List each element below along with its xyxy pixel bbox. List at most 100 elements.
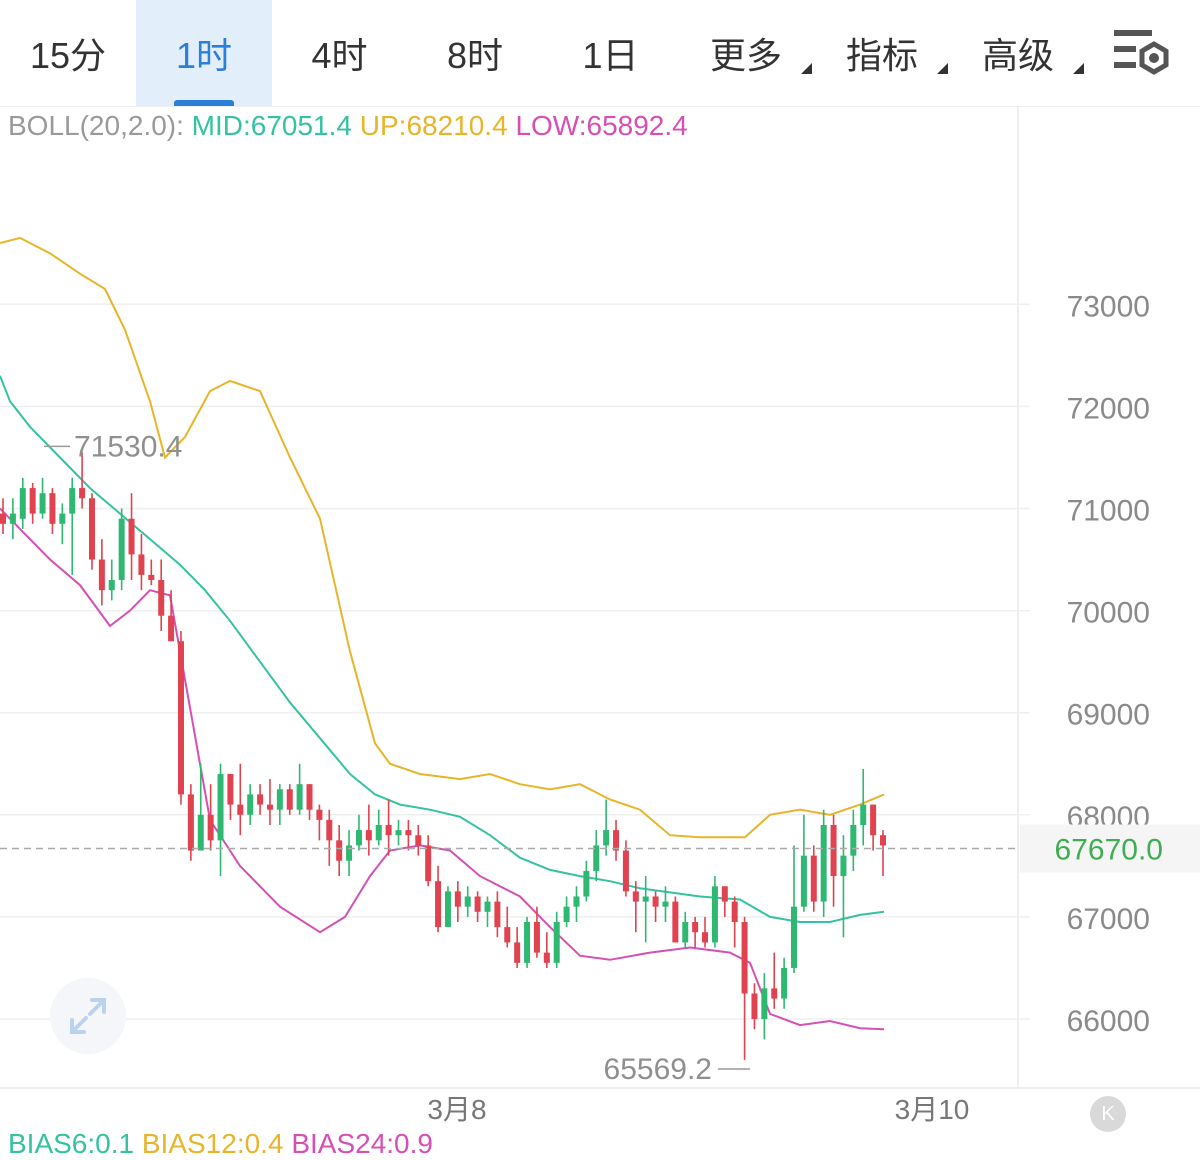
y-tick-label: 66000 bbox=[1067, 1005, 1150, 1038]
dropdown-triangle-icon bbox=[1073, 63, 1084, 74]
candle-body bbox=[672, 901, 679, 943]
tab-label: 更多 bbox=[709, 35, 782, 76]
tab-6[interactable]: 指标 bbox=[814, 0, 950, 106]
candle-body bbox=[622, 850, 629, 892]
last-price-tag bbox=[1020, 824, 1200, 873]
candle-body bbox=[771, 988, 778, 999]
candle-body bbox=[266, 804, 273, 810]
dropdown-triangle-icon bbox=[801, 63, 812, 74]
candle-body bbox=[583, 870, 590, 897]
candle-body bbox=[731, 901, 738, 923]
tab-label: 8时 bbox=[446, 35, 504, 76]
candle-body bbox=[800, 855, 807, 907]
active-tab-indicator bbox=[174, 100, 234, 106]
candle-body bbox=[49, 493, 56, 524]
candle-body bbox=[553, 922, 560, 963]
candle-body bbox=[850, 825, 857, 856]
candle-body bbox=[326, 819, 333, 841]
candle-body bbox=[711, 886, 718, 943]
candle-body bbox=[355, 830, 362, 846]
candle-body bbox=[158, 579, 165, 616]
candle-body bbox=[702, 932, 709, 943]
candle-body bbox=[9, 513, 16, 524]
candle-body bbox=[810, 855, 817, 902]
candle-body bbox=[840, 855, 847, 877]
boll-low-value: LOW:65892.4 bbox=[515, 110, 688, 141]
candle-body bbox=[247, 794, 254, 815]
candle-body bbox=[444, 891, 451, 928]
candle-body bbox=[741, 922, 748, 994]
candle-body bbox=[751, 993, 758, 1019]
candle-body bbox=[306, 784, 313, 810]
tab-label: 高级 bbox=[981, 35, 1054, 76]
candle-body bbox=[593, 845, 600, 871]
candle-body bbox=[425, 845, 432, 882]
candle-body bbox=[415, 835, 422, 846]
candle-body bbox=[613, 830, 620, 851]
kline-mode-button[interactable]: K bbox=[1090, 1096, 1126, 1132]
candle-body bbox=[494, 901, 501, 928]
candle-body bbox=[603, 830, 610, 846]
candle-body bbox=[563, 906, 570, 923]
candle-body bbox=[524, 922, 531, 963]
candle-body bbox=[138, 554, 145, 575]
fullscreen-button[interactable] bbox=[50, 978, 126, 1054]
bias-legend: BIAS6:0.1 BIAS12:0.4 BIAS24:0.9 bbox=[8, 1128, 433, 1160]
candle-body bbox=[484, 901, 491, 912]
candle-body bbox=[642, 896, 649, 902]
candle-body bbox=[830, 825, 837, 877]
candle-body bbox=[79, 488, 86, 499]
candle-body bbox=[761, 988, 768, 1019]
candle-body bbox=[405, 830, 412, 836]
tab-label: 15分 bbox=[29, 35, 107, 76]
candle-body bbox=[504, 927, 511, 943]
candle-body bbox=[217, 773, 224, 841]
bias12-value: BIAS12:0.4 bbox=[141, 1128, 284, 1159]
candle-body bbox=[177, 641, 184, 795]
candle-body bbox=[118, 518, 125, 580]
candle-body bbox=[148, 574, 155, 580]
candle-body bbox=[69, 488, 76, 514]
boll-mid-value: MID:67051.4 bbox=[191, 110, 352, 141]
x-tick-label: 3月10 bbox=[895, 1094, 970, 1125]
tab-3[interactable]: 8时 bbox=[407, 0, 543, 106]
candle-body bbox=[781, 967, 788, 999]
candle-body bbox=[365, 830, 372, 841]
tab-5[interactable]: 更多 bbox=[678, 0, 814, 106]
candle-body bbox=[227, 773, 234, 805]
bias6-value: BIAS6:0.1 bbox=[8, 1128, 135, 1159]
y-tick-label: 71000 bbox=[1067, 495, 1150, 528]
y-tick-label: 72000 bbox=[1067, 392, 1150, 425]
high-marker-label: 71530.4 bbox=[74, 430, 182, 463]
tab-4[interactable]: 1日 bbox=[543, 0, 678, 106]
candle-body bbox=[39, 493, 46, 514]
candle-body bbox=[168, 615, 175, 642]
candle-body bbox=[336, 840, 343, 861]
candle-body bbox=[0, 513, 6, 524]
candle-body bbox=[237, 804, 244, 815]
expand-arrows-icon bbox=[70, 998, 106, 1034]
tab-1[interactable]: 1时 bbox=[136, 0, 272, 106]
kline-mode-label: K bbox=[1101, 1102, 1115, 1125]
boll-name: BOLL(20,2.0): bbox=[8, 110, 184, 141]
candle-body bbox=[128, 518, 135, 555]
candle-body bbox=[59, 513, 66, 524]
tab-2[interactable]: 4时 bbox=[272, 0, 407, 106]
candle-body bbox=[286, 789, 293, 810]
candle-body bbox=[435, 881, 442, 928]
candle-body bbox=[257, 794, 264, 805]
chart-settings-button[interactable] bbox=[1112, 24, 1172, 82]
candle-body bbox=[880, 835, 886, 846]
candle-body bbox=[98, 559, 105, 591]
candle-body bbox=[296, 784, 303, 810]
tab-7[interactable]: 高级 bbox=[950, 0, 1086, 106]
candle-body bbox=[207, 814, 214, 841]
candle-body bbox=[543, 952, 550, 963]
candle-body bbox=[820, 825, 827, 902]
tab-0[interactable]: 15分 bbox=[0, 0, 136, 106]
candle-body bbox=[860, 804, 867, 826]
boll-upper-line bbox=[0, 236, 885, 839]
candle-body bbox=[652, 896, 659, 907]
candle-body bbox=[385, 825, 392, 836]
